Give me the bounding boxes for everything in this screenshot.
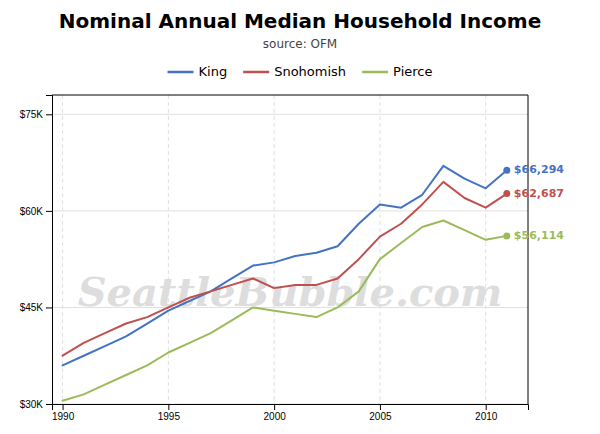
y-tick: $30K <box>20 399 52 410</box>
y-tick-label: $60K <box>20 206 44 217</box>
x-tick: 1990 <box>52 404 75 422</box>
legend-label: King <box>199 64 228 79</box>
end-dot <box>503 167 510 174</box>
series-line <box>63 221 507 401</box>
grid-line-y <box>52 114 528 115</box>
x-tick: 1995 <box>158 404 181 422</box>
y-tick: $45K <box>20 302 52 313</box>
x-axis: 1990 1995 2000 2005 2010 <box>52 404 529 422</box>
series-line <box>63 182 507 356</box>
grid <box>52 95 528 404</box>
grid-line-x <box>168 95 169 404</box>
grid-line-y <box>52 210 528 211</box>
plot-frame <box>52 95 528 96</box>
y-tick-mark <box>46 404 52 405</box>
x-tick-mark <box>168 404 169 410</box>
y-tick: $60K <box>20 206 52 217</box>
x-tick-label: 1990 <box>52 411 75 422</box>
x-tick-label: 2000 <box>264 411 287 422</box>
legend-swatch <box>168 71 194 74</box>
legend-label: Pierce <box>393 64 432 79</box>
legend-item: Snohomish <box>243 64 346 79</box>
data-label: $62,687 <box>514 187 564 200</box>
data-label: $66,294 <box>514 163 564 176</box>
grid-line-x <box>62 95 63 404</box>
legend-item: King <box>168 64 228 79</box>
title: Nominal Annual Median Household Income <box>59 9 542 33</box>
end-dot <box>503 190 510 197</box>
x-tick-label: 2010 <box>475 411 498 422</box>
x-tick-label: 2005 <box>369 411 392 422</box>
legend: King Snohomish Pierce <box>168 64 433 79</box>
plot-area <box>63 166 511 401</box>
series-line <box>63 166 507 366</box>
y-tick-label: $30K <box>20 399 44 410</box>
data-labels: $66,294 $62,687 $56,114 <box>514 163 564 242</box>
x-tick-mark <box>63 404 64 410</box>
y-tick-mark <box>46 307 52 308</box>
x-tick-mark <box>486 404 487 410</box>
grid-line-x <box>379 95 380 404</box>
x-tick: 2000 <box>264 404 287 422</box>
x-tick-mark <box>274 404 275 410</box>
x-axis-line <box>53 405 529 411</box>
y-tick-mark <box>46 211 52 212</box>
y-tick-label: $45K <box>20 302 44 313</box>
y-tick: $75K <box>20 109 52 120</box>
y-axis-line <box>46 96 53 405</box>
x-tick: 2005 <box>369 404 392 422</box>
grid-line-x <box>274 95 275 404</box>
plot-frame <box>528 95 529 404</box>
x-tick-mark <box>380 404 381 410</box>
chart: SeattleBubble.com 1990 1995 2000 2005 2010 $30… <box>0 0 600 434</box>
grid-line-x <box>485 95 486 404</box>
end-dot <box>503 232 510 239</box>
data-label: $56,114 <box>514 229 564 242</box>
subtitle: source: OFM <box>263 37 337 51</box>
legend-label: Snohomish <box>274 64 346 79</box>
watermark: SeattleBubble.com <box>78 268 503 315</box>
legend-item: Pierce <box>362 64 432 79</box>
y-tick-label: $75K <box>20 109 44 120</box>
legend-swatch <box>362 71 388 74</box>
y-axis: $30K $45K $60K $75K <box>20 96 53 410</box>
legend-swatch <box>243 71 269 74</box>
x-tick: 2010 <box>475 404 498 422</box>
y-tick-mark <box>46 114 52 115</box>
x-tick-label: 1995 <box>158 411 181 422</box>
